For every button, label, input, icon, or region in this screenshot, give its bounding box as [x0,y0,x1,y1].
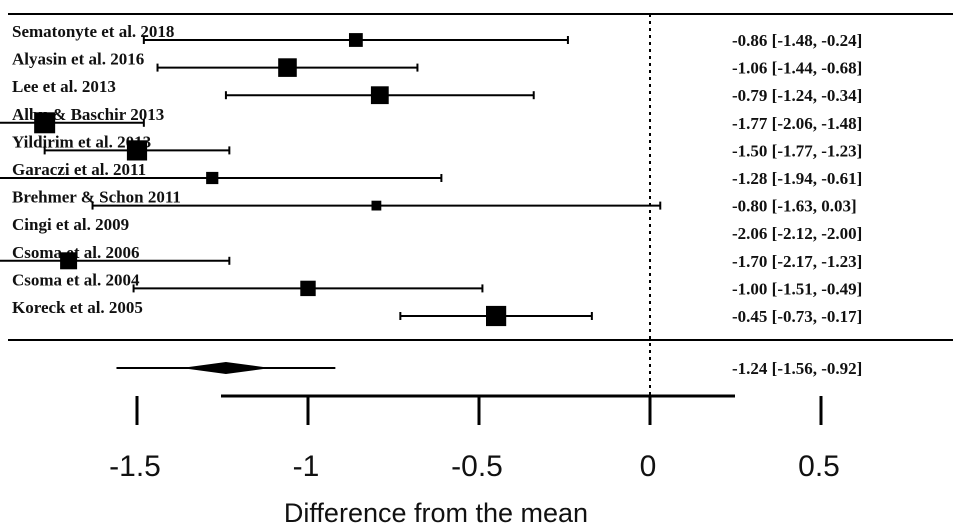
ci-label: -0.79 [-1.24, -0.34] [732,86,862,105]
study-row: Koreck et al. 2005 -0.45 [-0.73, -0.17] [12,298,862,327]
study-row: Albu & Baschir 2013 -1.77 [-2.06, -1.48] [0,105,862,134]
estimate-marker [348,33,363,47]
estimate-marker [300,280,316,297]
x-tick-label: 0.5 [798,450,840,483]
estimate-marker [206,171,219,185]
estimate-marker [371,200,382,211]
estimate-marker [278,58,297,77]
ci-label: -1.06 [-1.44, -0.68] [732,59,862,78]
study-label: Sematonyte et al. 2018 [12,22,174,41]
estimate-marker [126,140,148,161]
study-row: Brehmer & Schon 2011 -0.80 [-1.63, 0.03] [12,188,857,216]
ci-label: -0.45 [-0.73, -0.17] [732,307,862,326]
study-row: Csoma et al. 2004 -1.00 [-1.51, -0.49] [12,270,862,298]
study-label: Garaczi et al. 2011 [12,160,146,179]
ci-label: -1.28 [-1.94, -0.61] [732,169,862,188]
estimate-marker [486,305,507,327]
study-row: Csoma et al. 2006 -1.70 [-2.17, -1.23] [0,243,862,271]
ci-label: -1.70 [-2.17, -1.23] [732,252,862,271]
study-row: Sematonyte et al. 2018 -0.86 [-1.48, -0.2… [12,22,862,50]
study-row: Cingi et al. 2009 -2.06 [-2.12, -2.00] [12,215,862,243]
x-tick-label: -1 [293,450,320,483]
estimate-marker [60,252,78,270]
ci-label: -1.77 [-2.06, -1.48] [732,114,862,133]
study-rows: Sematonyte et al. 2018 -0.86 [-1.48, -0.2… [0,22,862,327]
ci-label: -0.86 [-1.48, -0.24] [732,31,862,50]
study-label: Csoma et al. 2004 [12,270,140,289]
x-axis: -2.5-2-1.5-1-0.500.5 [109,394,840,483]
x-axis-ticks: -2.5-2-1.5-1-0.500.5 [109,396,840,483]
summary-ci-label: -1.24 [-1.56, -0.92] [732,359,862,378]
study-row: Alyasin et al. 2016 -1.06 [-1.44, -0.68] [12,50,862,78]
study-label: Lee et al. 2013 [12,77,116,96]
study-row: Lee et al. 2013 -0.79 [-1.24, -0.34] [12,77,862,105]
study-row: Garaczi et al. 2011 -1.28 [-1.94, -0.61] [0,160,862,188]
estimate-marker [34,112,56,134]
study-label: Yildirim et al. 2013 [12,132,151,151]
study-label: Cingi et al. 2009 [12,215,129,234]
ci-label: -2.06 [-2.12, -2.00] [732,224,862,243]
x-tick-label: -1.5 [109,450,161,483]
ci-label: -1.50 [-1.77, -1.23] [732,141,862,160]
estimate-marker [370,86,389,105]
summary-row: -1.24 [-1.56, -0.92] [116,359,862,378]
study-label: Csoma et al. 2006 [12,243,139,262]
study-label: Alyasin et al. 2016 [12,50,144,69]
ci-label: -0.80 [-1.63, 0.03] [732,197,857,216]
x-tick-label: -0.5 [451,450,503,483]
ci-label: -1.00 [-1.51, -0.49] [732,279,862,298]
x-tick-label: 0 [640,450,657,483]
study-label: Brehmer & Schon 2011 [12,188,181,207]
x-axis-title: Difference from the mean [284,498,588,528]
study-row: Yildirim et al. 2013 -1.50 [-1.77, -1.23] [12,132,862,161]
study-label: Koreck et al. 2005 [12,298,143,317]
